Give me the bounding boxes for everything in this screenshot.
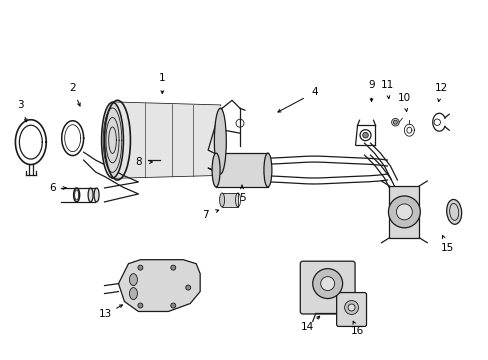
Text: 6: 6 — [49, 183, 56, 193]
Ellipse shape — [102, 102, 123, 178]
Text: 14: 14 — [301, 323, 314, 332]
Text: 7: 7 — [202, 210, 208, 220]
Text: 3: 3 — [18, 100, 24, 110]
Circle shape — [393, 120, 397, 124]
Text: 15: 15 — [440, 243, 453, 253]
Circle shape — [344, 301, 358, 315]
Text: 16: 16 — [350, 327, 364, 336]
Circle shape — [312, 269, 342, 298]
FancyBboxPatch shape — [300, 261, 354, 314]
Ellipse shape — [151, 156, 158, 165]
Text: 5: 5 — [238, 193, 245, 203]
Circle shape — [138, 265, 142, 270]
Polygon shape — [118, 260, 200, 311]
Text: 8: 8 — [135, 157, 142, 167]
Text: 10: 10 — [397, 93, 410, 103]
Text: 11: 11 — [380, 80, 393, 90]
Text: 13: 13 — [99, 310, 112, 319]
Circle shape — [362, 132, 367, 138]
Circle shape — [185, 285, 190, 290]
Ellipse shape — [129, 288, 137, 300]
Ellipse shape — [214, 108, 226, 174]
Circle shape — [170, 265, 175, 270]
Text: 12: 12 — [434, 84, 447, 93]
FancyBboxPatch shape — [336, 293, 366, 327]
Ellipse shape — [129, 274, 137, 285]
Ellipse shape — [88, 188, 93, 202]
Polygon shape — [388, 186, 419, 238]
Text: 1: 1 — [159, 73, 165, 84]
Circle shape — [396, 204, 411, 220]
Text: 4: 4 — [311, 87, 317, 97]
Ellipse shape — [219, 193, 224, 207]
Text: 9: 9 — [367, 80, 374, 90]
Text: 2: 2 — [69, 84, 76, 93]
Circle shape — [387, 196, 420, 228]
Bar — [222, 193, 238, 207]
Ellipse shape — [212, 153, 220, 187]
Polygon shape — [112, 102, 220, 178]
Ellipse shape — [94, 188, 99, 202]
Polygon shape — [216, 153, 267, 187]
Circle shape — [320, 276, 334, 291]
Circle shape — [391, 118, 398, 126]
Ellipse shape — [446, 199, 461, 224]
Circle shape — [138, 303, 142, 308]
Circle shape — [347, 304, 354, 311]
Ellipse shape — [264, 153, 271, 187]
Circle shape — [170, 303, 175, 308]
